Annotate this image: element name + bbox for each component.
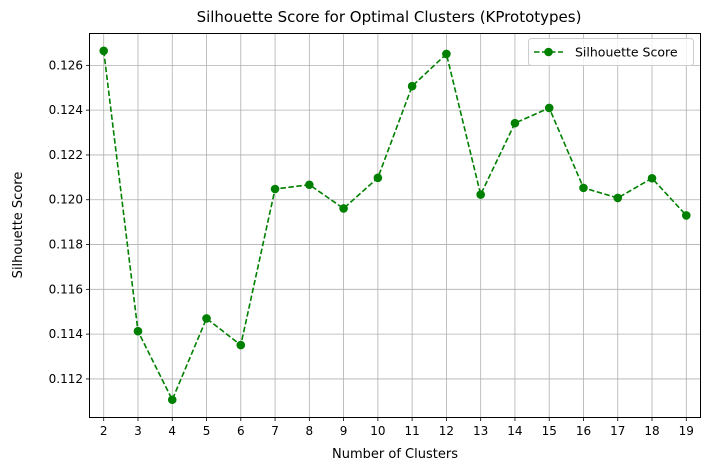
y-tick-label: 0.120 xyxy=(49,193,83,207)
x-tick-label: 8 xyxy=(306,424,314,438)
x-tick-label: 18 xyxy=(644,424,659,438)
x-tick-label: 2 xyxy=(100,424,108,438)
x-axis-title: Number of Clusters xyxy=(332,447,458,462)
x-tick-label: 11 xyxy=(404,424,419,438)
data-point xyxy=(407,81,417,91)
y-tick-label: 0.122 xyxy=(49,148,83,162)
y-tick-label: 0.116 xyxy=(49,282,83,296)
legend-marker-swatch xyxy=(544,47,553,57)
data-point xyxy=(510,118,520,128)
x-tick-label: 16 xyxy=(576,424,591,438)
axis-ticks: 2 3 4 5 6 7 8 9 10 11 12 13 14 15 16 17 18 19 0.112 0.114 0.… xyxy=(49,58,694,438)
x-tick-label: 17 xyxy=(610,424,625,438)
x-tick-label: 10 xyxy=(370,424,385,438)
data-point xyxy=(681,211,691,220)
y-tick-label: 0.126 xyxy=(49,58,83,72)
data-point xyxy=(305,180,314,190)
x-tick-label: 12 xyxy=(439,424,454,438)
data-point xyxy=(339,204,348,213)
data-point xyxy=(202,314,211,323)
series-layer xyxy=(99,46,691,405)
data-point xyxy=(167,395,177,405)
data-point xyxy=(647,173,657,183)
x-tick-label: 4 xyxy=(168,424,176,438)
data-point xyxy=(442,49,451,59)
legend-label: Silhouette Score xyxy=(575,45,678,60)
x-tick-label: 7 xyxy=(271,424,279,438)
y-tick-label: 0.124 xyxy=(49,103,83,117)
data-point xyxy=(579,183,588,193)
legend-box xyxy=(528,38,694,66)
y-tick-label: 0.114 xyxy=(49,327,83,341)
data-point xyxy=(99,46,109,56)
data-point xyxy=(236,340,246,350)
x-tick-label: 5 xyxy=(203,424,211,438)
x-tick-label: 19 xyxy=(679,424,694,438)
data-point xyxy=(613,193,623,203)
series-line xyxy=(102,50,687,402)
data-point xyxy=(476,190,485,199)
y-tick-label: 0.118 xyxy=(49,238,83,252)
x-tick-label: 13 xyxy=(473,424,488,438)
data-point xyxy=(133,326,143,336)
x-tick-label: 14 xyxy=(507,424,522,438)
x-tick-label: 3 xyxy=(134,424,142,438)
legend: Silhouette Score xyxy=(528,38,694,66)
x-tick-label: 9 xyxy=(340,424,348,438)
plot-area xyxy=(89,33,701,418)
x-tick-label: 6 xyxy=(237,424,245,438)
data-point xyxy=(544,103,554,113)
data-point xyxy=(270,184,280,194)
chart-title: Silhouette Score for Optimal Clusters (K… xyxy=(197,8,582,26)
y-tick-label: 0.112 xyxy=(49,372,83,386)
x-tick-label: 15 xyxy=(542,424,557,438)
y-axis-title: Silhouette Score xyxy=(11,172,26,279)
data-point xyxy=(373,173,383,183)
